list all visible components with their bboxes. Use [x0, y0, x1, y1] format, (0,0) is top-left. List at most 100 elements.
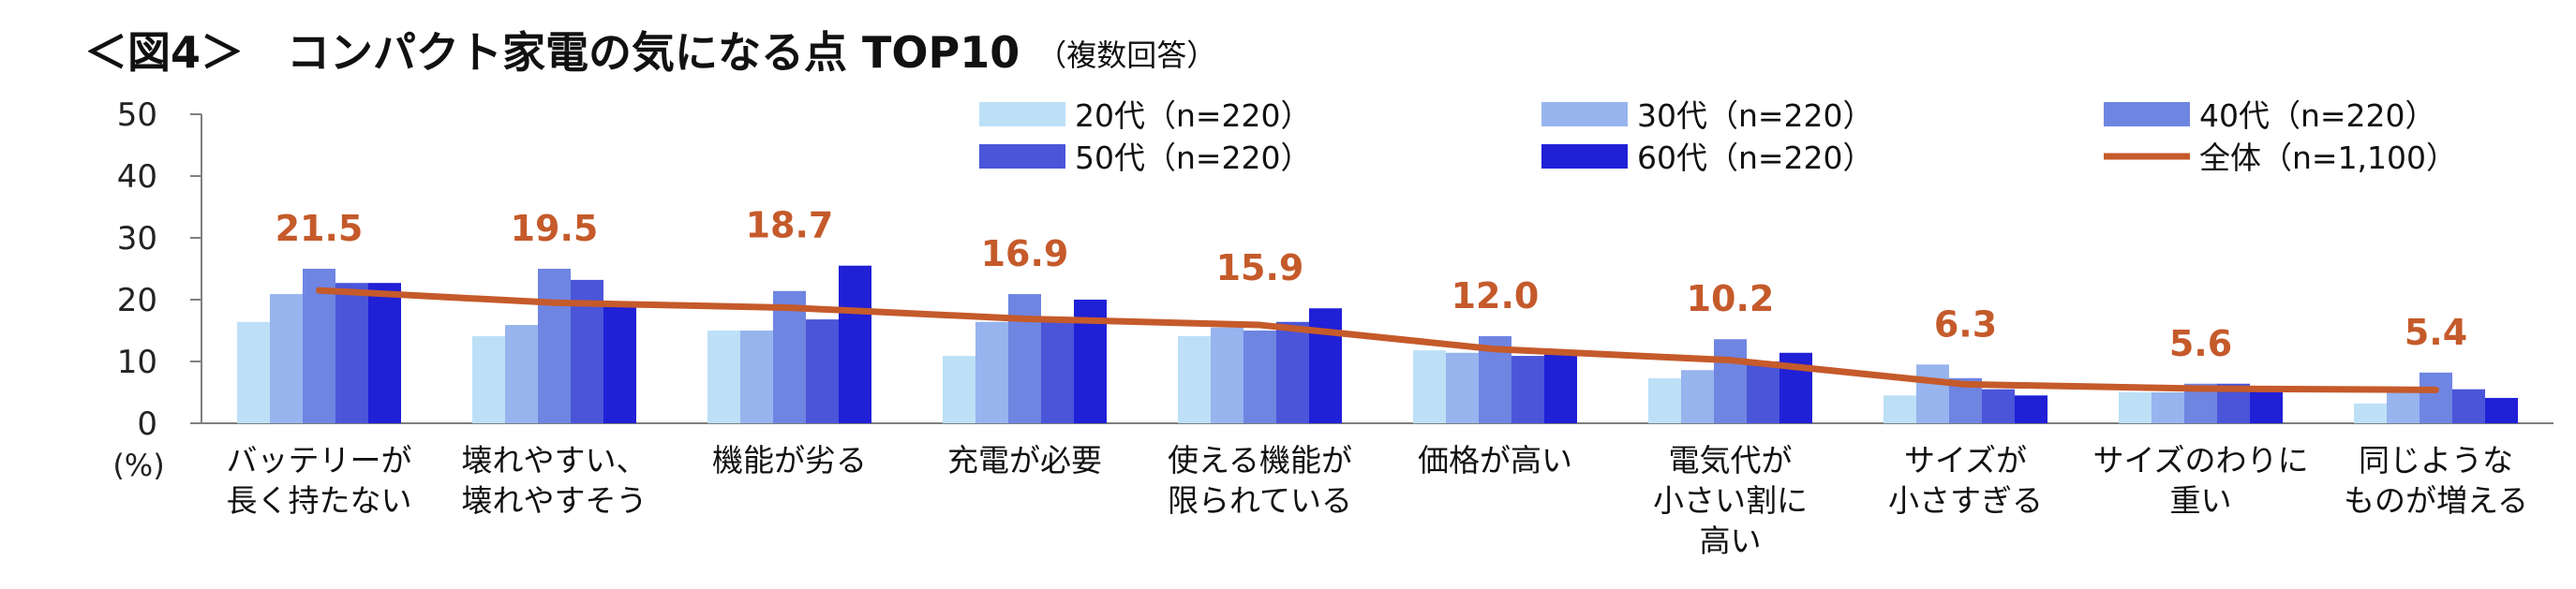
bar [1511, 356, 1544, 423]
data-label: 19.5 [511, 208, 599, 249]
legend-label: 40代（n=220） [2199, 97, 2436, 134]
total-line [316, 287, 2439, 393]
bar [1413, 350, 1446, 423]
bar [1211, 327, 1243, 423]
line-point [1258, 324, 1261, 327]
bar [1916, 364, 1949, 423]
line-point [2199, 388, 2202, 390]
bar [1243, 331, 1276, 423]
bar [740, 331, 773, 423]
line-point [553, 302, 556, 304]
y-tick-label: 0 [137, 405, 157, 443]
line-point [1494, 347, 1496, 350]
legend-label: 30代（n=220） [1637, 97, 1874, 134]
data-label: 15.9 [1216, 247, 1304, 288]
bar [1178, 335, 1211, 423]
data-label: 5.4 [2405, 312, 2467, 353]
legend-label: 全体（n=1,100） [2199, 140, 2457, 176]
legend-swatch [979, 144, 1065, 169]
bar [2452, 389, 2485, 423]
bar [472, 335, 505, 423]
bar [773, 290, 806, 423]
bar [1041, 321, 1074, 423]
legend-swatch [979, 102, 1065, 126]
chart-title: ＜図4＞ コンパクト家電の気になる点 TOP10 [84, 27, 1020, 78]
category-label: 電気代が小さい割に高い [1653, 442, 1808, 559]
bar [303, 269, 335, 423]
data-label: 5.6 [2169, 323, 2232, 364]
bar [1276, 321, 1309, 423]
data-label: 6.3 [1934, 303, 1997, 345]
y-tick-label: 40 [117, 158, 157, 196]
bar [2250, 389, 2283, 423]
line-point [1023, 317, 1026, 320]
bar [368, 283, 401, 423]
data-label: 18.7 [746, 205, 834, 246]
y-axis-unit: (%) [112, 448, 164, 483]
legend-swatch [1541, 144, 1628, 169]
bar [603, 302, 636, 423]
bar [1544, 350, 1577, 423]
category-label: バッテリーが長く持たない [227, 442, 412, 519]
y-tick-label: 10 [117, 344, 157, 381]
data-label: 10.2 [1687, 278, 1775, 319]
line-point [1729, 359, 1732, 361]
line-point [2435, 389, 2437, 391]
bar [1884, 395, 1916, 423]
bar [2152, 392, 2184, 423]
bar [270, 294, 303, 423]
y-tick-label: 50 [117, 96, 157, 134]
bar [707, 331, 740, 423]
legend-label: 20代（n=220） [1075, 97, 1312, 134]
data-label: 16.9 [981, 233, 1069, 274]
bar [538, 269, 571, 423]
bar [2119, 392, 2152, 423]
data-label: 21.5 [275, 208, 364, 249]
category-label: サイズが小さすぎる [1888, 442, 2043, 519]
category-label: 充電が必要 [947, 442, 1102, 479]
legend-swatch [2104, 102, 2190, 126]
category-label: 壊れやすい、壊れやすそう [462, 442, 648, 519]
bar [237, 321, 270, 423]
data-label: 12.0 [1452, 275, 1540, 317]
bar [1008, 294, 1041, 423]
legend-label: 50代（n=220） [1075, 140, 1312, 176]
data-labels: 21.5 19.5 18.7 16.9 15.9 12.0 10.2 6.3 5.6 5.4 [275, 205, 2468, 364]
bar [335, 283, 368, 423]
bar [1681, 370, 1714, 423]
bar [2354, 403, 2387, 423]
bar [1747, 361, 1779, 423]
y-tick-label: 30 [117, 220, 157, 258]
line-point [788, 306, 791, 309]
legend-label: 60代（n=220） [1637, 140, 1874, 176]
legend-swatch [1541, 102, 1628, 126]
chart-title-note: （複数回答） [1036, 37, 1216, 73]
bar [2420, 372, 2452, 423]
bar [1446, 352, 1479, 423]
line-point [318, 289, 320, 292]
category-label: 機能が劣る [712, 442, 867, 479]
legend: 20代（n=220） 30代（n=220） 40代（n=220） 50代（n=220）… [979, 97, 2457, 176]
bar [2387, 392, 2420, 423]
bar [1982, 389, 2015, 423]
category-label: 使える機能が限られている [1168, 442, 1352, 519]
bar [505, 325, 538, 423]
bar [2015, 395, 2047, 423]
series-line-total [316, 287, 2439, 393]
bar [975, 321, 1008, 423]
bar [1309, 308, 1342, 423]
bars [237, 265, 2518, 423]
bar [943, 356, 975, 423]
bar [1648, 377, 1681, 423]
bar [2485, 397, 2518, 423]
category-label: 価格が高い [1418, 442, 1572, 479]
bar [1714, 339, 1747, 423]
bar [839, 265, 871, 423]
bar [806, 319, 839, 423]
line-point [1964, 383, 1967, 386]
category-label: サイズのわりに重い [2092, 442, 2308, 519]
y-tick-label: 20 [117, 282, 157, 319]
category-label: 同じようなものが増える [2344, 442, 2528, 519]
